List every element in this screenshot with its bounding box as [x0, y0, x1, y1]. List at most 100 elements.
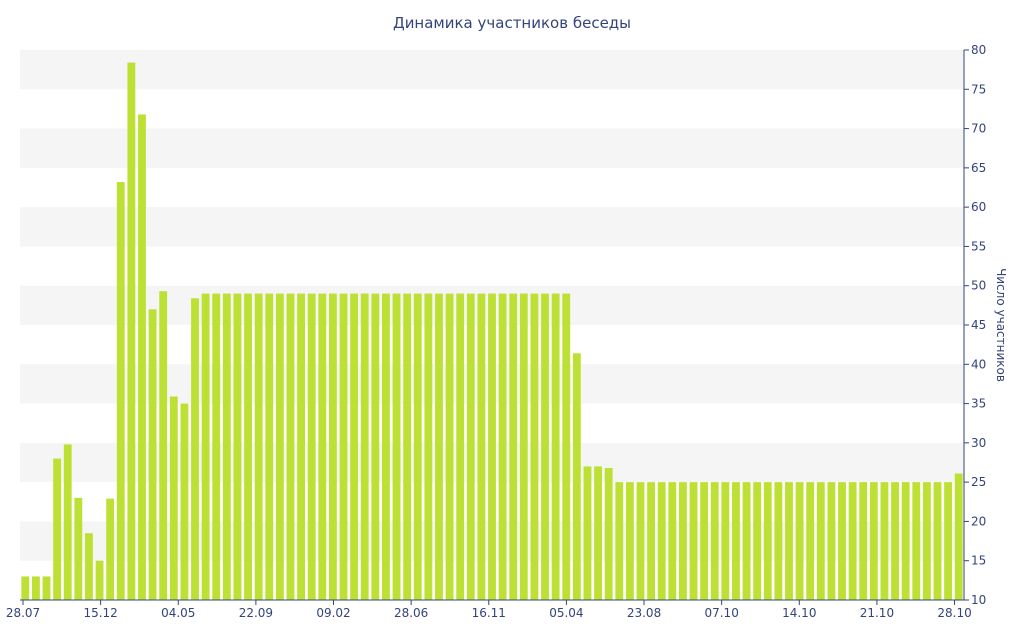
- x-tick-label: 07.10: [704, 606, 738, 620]
- bar: [413, 293, 422, 600]
- bar: [604, 468, 613, 600]
- bar: [657, 482, 666, 600]
- bar: [435, 293, 443, 600]
- bar: [901, 482, 910, 600]
- bar: [636, 482, 645, 600]
- bar: [307, 293, 316, 600]
- bar: [212, 293, 221, 600]
- bar: [488, 293, 496, 600]
- chart-title: Динамика участников беседы: [392, 14, 632, 32]
- bar: [148, 309, 157, 600]
- x-tick-label: 16.11: [472, 606, 506, 620]
- bar: [742, 482, 751, 600]
- x-tick-label: 21.10: [860, 606, 894, 620]
- bar: [678, 482, 687, 600]
- bar: [774, 482, 783, 600]
- bar: [785, 482, 793, 600]
- bar: [169, 396, 178, 600]
- y-axis: 10 15 20 25 30 35 40 45 50 55 60 65 70 75 80: [963, 43, 986, 607]
- bar: [848, 482, 857, 600]
- bar: [42, 576, 51, 600]
- bar: [159, 291, 168, 600]
- bar: [180, 403, 189, 600]
- y-tick-label: 50: [971, 279, 986, 293]
- y-tick-label: 25: [971, 475, 986, 489]
- bar: [689, 482, 698, 600]
- bar: [424, 293, 433, 600]
- x-tick-label: 23.08: [627, 606, 661, 620]
- grid-band: [20, 50, 964, 90]
- x-tick-label: 28.07: [6, 606, 40, 620]
- y-tick-label: 55: [971, 239, 986, 253]
- x-axis: 28.07 15.12 04.05 22.09 09.02 28.06 16.11 05.04…: [6, 599, 972, 620]
- bar: [392, 293, 401, 600]
- grid-band: [20, 128, 964, 168]
- bar: [265, 293, 274, 600]
- grid-band: [20, 207, 964, 247]
- bar: [700, 482, 709, 600]
- bar: [551, 293, 560, 600]
- bar: [233, 293, 242, 600]
- bar: [275, 293, 284, 600]
- x-tick-label: 04.05: [161, 606, 195, 620]
- y-tick-label: 20: [971, 514, 986, 528]
- bar: [880, 482, 889, 600]
- bar: [891, 482, 899, 600]
- bar: [244, 293, 252, 600]
- bar: [944, 482, 953, 600]
- bar: [753, 482, 762, 600]
- bar: [710, 482, 719, 600]
- x-tick-label: 05.04: [549, 606, 583, 620]
- bar: [838, 482, 846, 600]
- bar: [371, 293, 380, 600]
- x-tick-label: 28.10: [937, 606, 971, 620]
- bar: [912, 482, 921, 600]
- bar: [21, 576, 30, 600]
- bar: [583, 466, 592, 600]
- bar: [297, 293, 306, 600]
- bar: [456, 293, 465, 600]
- x-tick-label: 28.06: [394, 606, 428, 620]
- bar: [859, 482, 868, 600]
- bar: [31, 576, 40, 600]
- bar: [53, 458, 62, 600]
- bar: [445, 293, 454, 600]
- bar: [647, 482, 656, 600]
- bar: [498, 293, 507, 600]
- bar: [106, 498, 115, 600]
- bar: [360, 293, 369, 600]
- bar: [816, 482, 825, 600]
- bar: [519, 293, 528, 600]
- bar: [721, 482, 730, 600]
- y-tick-label: 80: [971, 43, 986, 57]
- bar: [806, 482, 815, 600]
- bar: [477, 293, 486, 600]
- y-tick-label: 70: [971, 122, 986, 136]
- bar: [732, 482, 740, 600]
- bar: [318, 293, 327, 600]
- bar: [191, 298, 199, 600]
- y-axis-title: Число участников: [994, 268, 1008, 382]
- bar: [63, 444, 72, 600]
- bar: [625, 482, 634, 600]
- bar: [509, 293, 518, 600]
- bar: [95, 560, 104, 600]
- bar: [541, 293, 549, 600]
- bar: [138, 114, 146, 600]
- y-tick-label: 35: [971, 397, 986, 411]
- x-tick-label: 15.12: [83, 606, 117, 620]
- y-tick-label: 75: [971, 82, 986, 96]
- bar: [382, 293, 390, 600]
- bar: [328, 293, 337, 600]
- bar: [85, 533, 93, 600]
- bar: [795, 482, 804, 600]
- bar: [954, 473, 963, 600]
- y-tick-label: 65: [971, 161, 986, 175]
- bar: [201, 293, 210, 600]
- y-tick-label: 40: [971, 357, 986, 371]
- bar: [869, 482, 878, 600]
- x-tick-label: 14.10: [782, 606, 816, 620]
- y-tick-label: 10: [971, 593, 986, 607]
